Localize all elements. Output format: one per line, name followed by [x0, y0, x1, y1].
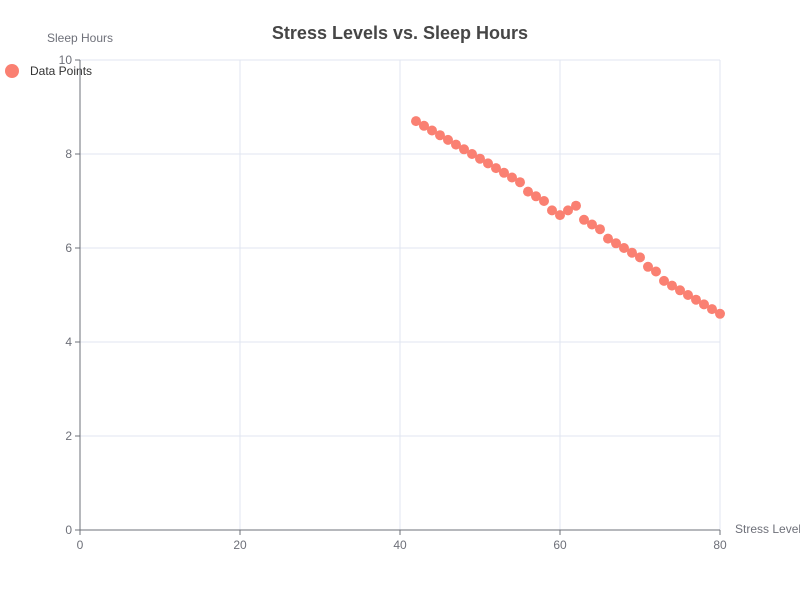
- data-point[interactable]: [531, 191, 541, 202]
- data-point[interactable]: [595, 224, 605, 235]
- legend-label-data-points[interactable]: Data Points: [30, 64, 92, 78]
- x-tick-label: 20: [233, 538, 247, 552]
- data-point[interactable]: [707, 304, 717, 315]
- data-point[interactable]: [619, 243, 629, 253]
- y-tick-label: 0: [65, 523, 72, 537]
- data-point[interactable]: [675, 285, 685, 296]
- data-point[interactable]: [611, 238, 621, 249]
- data-point[interactable]: [643, 261, 653, 272]
- data-point[interactable]: [467, 149, 477, 159]
- data-point[interactable]: [563, 205, 573, 216]
- data-point[interactable]: [427, 125, 437, 136]
- data-point[interactable]: [579, 214, 589, 225]
- data-point[interactable]: [603, 233, 613, 244]
- data-point[interactable]: [715, 308, 725, 319]
- axes: [75, 59, 721, 535]
- y-tick-label: 6: [65, 241, 72, 255]
- y-tick-label: 4: [65, 335, 72, 349]
- data-point[interactable]: [587, 219, 597, 230]
- data-point[interactable]: [523, 186, 533, 197]
- legend-marker-data-points[interactable]: [5, 64, 19, 78]
- data-point[interactable]: [659, 275, 669, 286]
- data-point[interactable]: [699, 299, 709, 310]
- tick-labels: 0 20 40 60 80 0 2 4 6 8 10: [59, 53, 727, 552]
- data-point[interactable]: [475, 153, 485, 164]
- data-point[interactable]: [491, 163, 501, 174]
- data-points: [411, 116, 725, 319]
- data-point[interactable]: [627, 247, 637, 258]
- data-point[interactable]: [411, 116, 421, 127]
- data-point[interactable]: [435, 130, 445, 141]
- data-point[interactable]: [555, 210, 565, 221]
- data-point[interactable]: [515, 177, 525, 188]
- x-tick-label: 80: [713, 538, 727, 552]
- x-axis-label: Stress Level: [735, 522, 800, 536]
- legend[interactable]: Data Points: [5, 64, 92, 78]
- data-point[interactable]: [547, 205, 557, 216]
- data-point[interactable]: [443, 134, 453, 145]
- data-point[interactable]: [667, 280, 677, 291]
- data-point[interactable]: [571, 200, 581, 211]
- data-point[interactable]: [539, 196, 549, 206]
- x-tick-label: 40: [393, 538, 407, 552]
- data-point[interactable]: [691, 294, 701, 305]
- data-point[interactable]: [683, 290, 693, 300]
- x-tick-label: 60: [553, 538, 567, 552]
- data-point[interactable]: [651, 266, 661, 277]
- data-point[interactable]: [635, 252, 645, 263]
- y-tick-label: 10: [59, 53, 73, 67]
- data-point[interactable]: [483, 158, 493, 169]
- x-tick-label: 0: [77, 538, 84, 552]
- data-point[interactable]: [459, 144, 469, 155]
- data-point[interactable]: [507, 172, 517, 183]
- chart-title: Stress Levels vs. Sleep Hours: [272, 23, 528, 43]
- y-tick-label: 8: [65, 147, 72, 161]
- data-point[interactable]: [451, 139, 461, 150]
- data-point[interactable]: [499, 167, 509, 178]
- data-point[interactable]: [419, 120, 429, 131]
- y-tick-label: 2: [65, 429, 72, 443]
- grid-lines: [80, 59, 721, 530]
- y-axis-label: Sleep Hours: [47, 31, 113, 45]
